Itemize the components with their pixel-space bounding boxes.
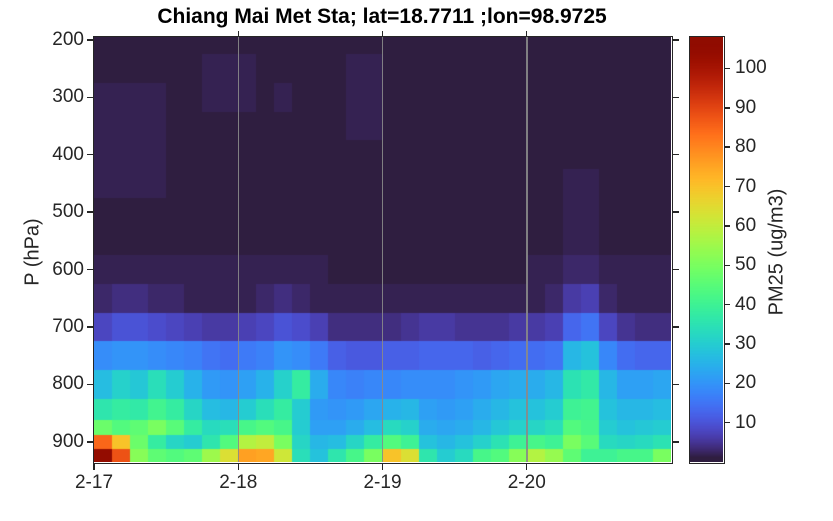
colorbar-tick-mark xyxy=(724,225,730,227)
y-tick-label: 800 xyxy=(52,373,84,395)
colorbar-tick-mark xyxy=(724,421,730,424)
y-tick-label: 900 xyxy=(52,430,84,452)
colorbar-tick-label: 60 xyxy=(735,214,757,236)
colorbar-tick-label: 20 xyxy=(735,372,757,394)
y-tick-mark-right xyxy=(672,441,679,443)
colorbar-tick-mark xyxy=(724,264,730,266)
top-tick-mark xyxy=(381,30,384,36)
colorbar-canvas xyxy=(690,37,723,462)
x-tick-label: 2-18 xyxy=(219,472,258,493)
y-tick-label: 700 xyxy=(52,316,84,338)
x-tick-mark xyxy=(381,463,384,470)
y-tick-mark-right xyxy=(672,154,679,156)
colorbar-label: PM25 (ug/m3) xyxy=(765,188,788,316)
x-tick-label: 2-19 xyxy=(363,472,402,493)
x-tick-mark xyxy=(93,463,95,470)
x-tick-mark xyxy=(237,463,239,470)
colorbar xyxy=(688,35,725,464)
y-tick-mark xyxy=(86,268,93,271)
y-tick-label: 200 xyxy=(52,28,84,50)
y-tick-mark xyxy=(86,39,93,41)
colorbar-tick-mark xyxy=(724,146,730,148)
y-tick-mark-right xyxy=(672,211,679,213)
plot-area xyxy=(92,35,673,464)
top-tick-mark xyxy=(526,30,528,36)
colorbar-tick-mark xyxy=(724,107,730,109)
colorbar-tick-mark xyxy=(724,303,730,306)
x-tick-label: 2-20 xyxy=(507,472,546,493)
chart-title: Chiang Mai Met Sta; lat=18.7711 ;lon=98.… xyxy=(157,5,607,28)
colorbar-tick-mark xyxy=(724,185,730,188)
y-tick-mark xyxy=(86,383,93,386)
colorbar-tick-label: 100 xyxy=(735,57,767,79)
colorbar-tick-label: 90 xyxy=(735,96,757,118)
y-tick-mark-right xyxy=(672,96,679,98)
colorbar-tick-label: 80 xyxy=(735,136,757,158)
colorbar-tick-label: 40 xyxy=(735,293,757,315)
y-tick-label: 300 xyxy=(52,86,84,108)
y-tick-mark xyxy=(86,211,93,213)
y-tick-mark xyxy=(86,154,93,156)
colorbar-tick-mark xyxy=(724,67,730,70)
y-tick-mark xyxy=(86,326,93,328)
y-tick-label: 600 xyxy=(52,258,84,280)
colorbar-tick-label: 30 xyxy=(735,332,757,354)
top-tick-mark xyxy=(237,30,239,36)
colorbar-tick-mark xyxy=(724,382,730,384)
y-tick-mark-right xyxy=(672,326,679,328)
day-gridline xyxy=(381,37,384,462)
y-tick-mark-right xyxy=(672,383,679,386)
x-tick-mark xyxy=(526,463,528,470)
colorbar-tick-label: 70 xyxy=(735,175,757,197)
y-tick-mark xyxy=(86,441,93,443)
y-tick-label: 400 xyxy=(52,143,84,165)
y-tick-mark-right xyxy=(672,268,679,271)
colorbar-tick-label: 10 xyxy=(735,411,757,433)
day-gridline xyxy=(526,37,528,462)
y-tick-mark xyxy=(86,96,93,98)
colorbar-tick-label: 50 xyxy=(735,254,757,276)
x-tick-label: 2-17 xyxy=(74,472,114,493)
y-tick-mark-right xyxy=(672,39,679,41)
day-gridline xyxy=(237,37,239,462)
y-tick-label: 500 xyxy=(52,201,84,223)
colorbar-tick-mark xyxy=(724,343,730,345)
